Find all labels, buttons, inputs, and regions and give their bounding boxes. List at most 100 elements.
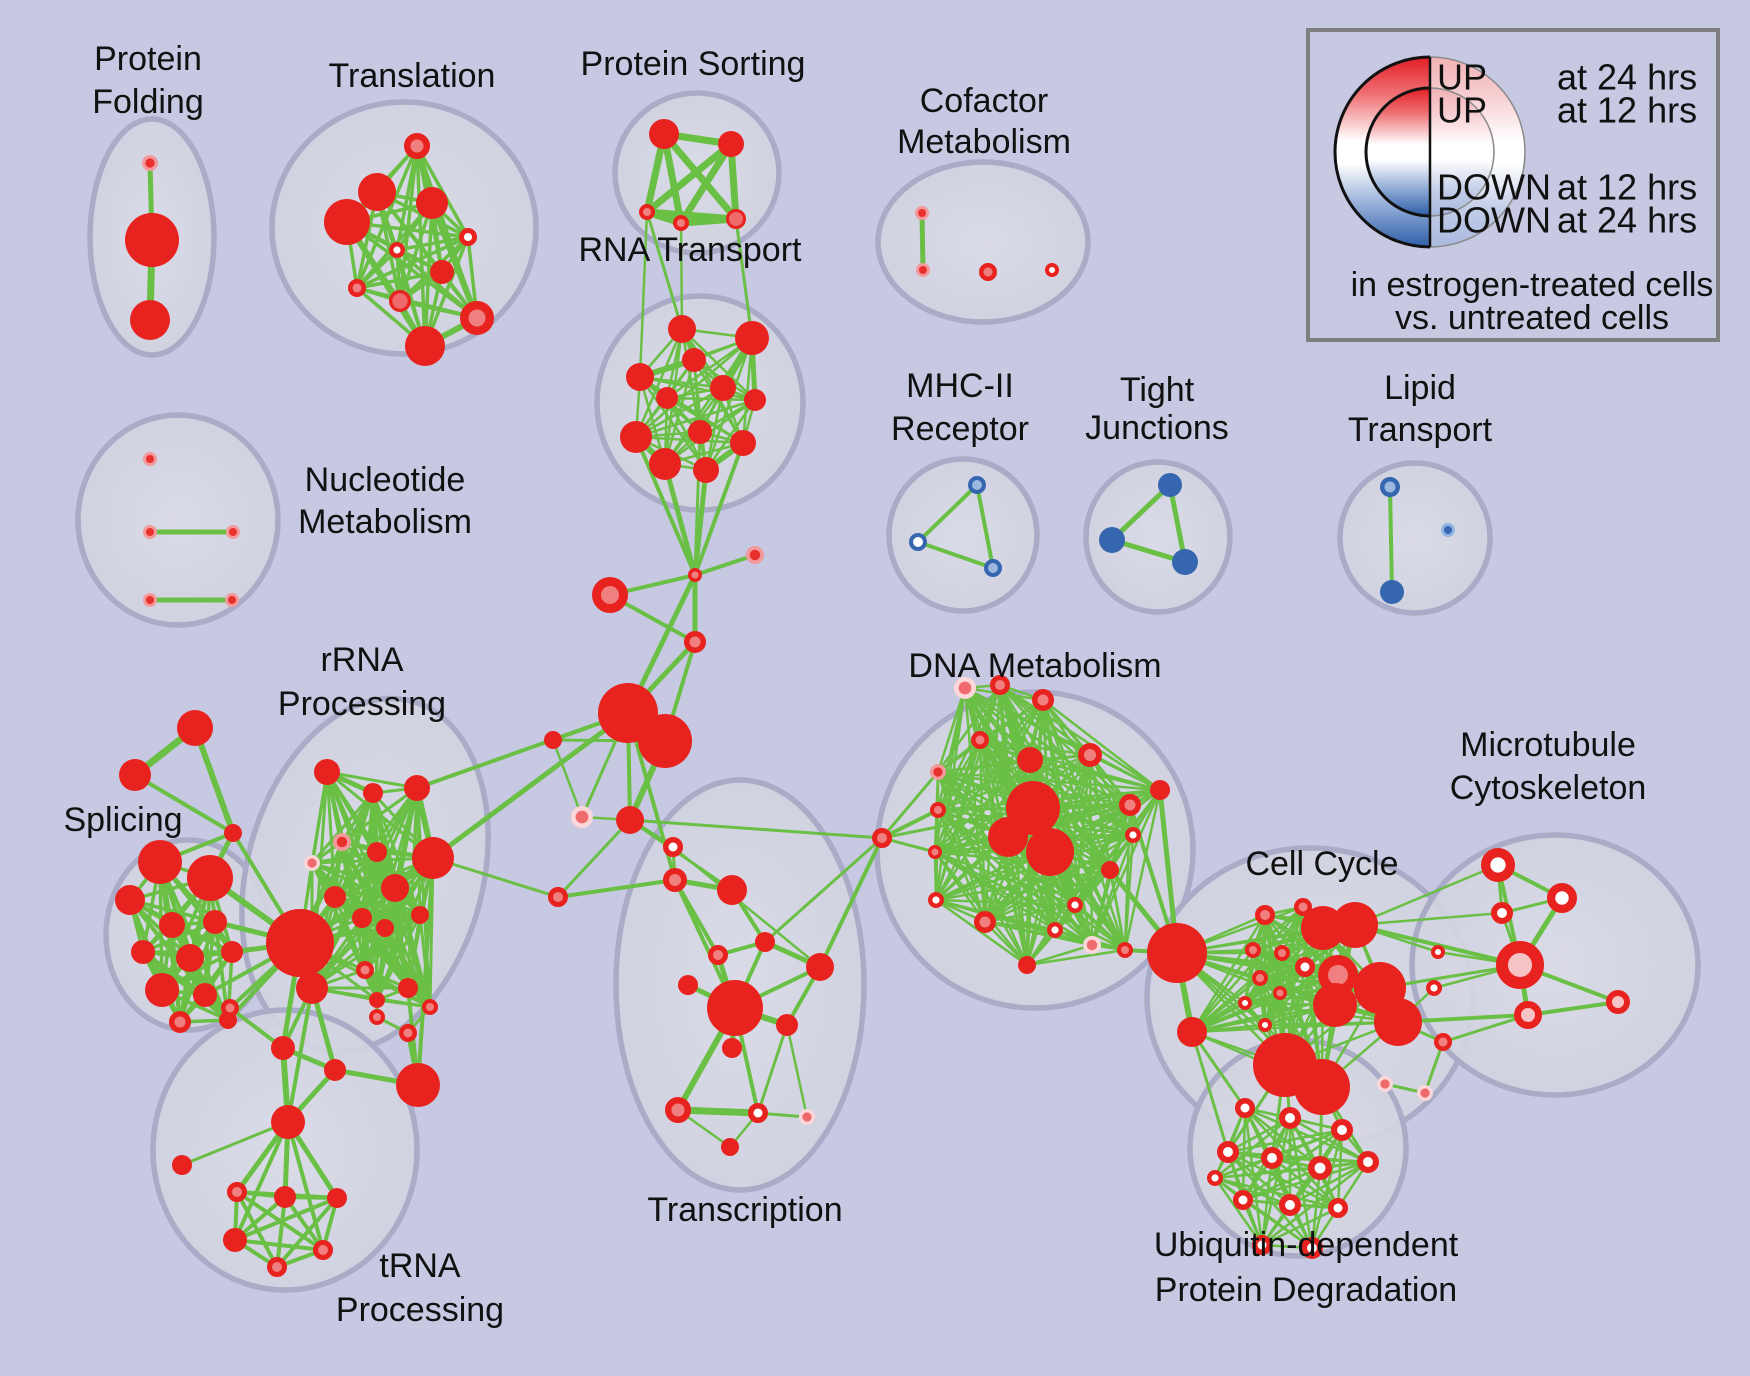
node-r6: [412, 837, 454, 879]
node-i2: [1255, 905, 1275, 925]
node-m10: [1417, 1085, 1434, 1102]
node-i7: [1252, 970, 1268, 986]
edge: [936, 770, 1162, 792]
node-cf3: [1045, 263, 1059, 277]
node-t10: [722, 1038, 742, 1058]
edge: [1241, 1166, 1322, 1202]
legend-box: [1306, 28, 1720, 342]
legend-entry-0-label: UP: [1437, 57, 1487, 98]
node-mh2: [984, 559, 1003, 578]
node-t3: [717, 875, 747, 905]
node-e5: [638, 714, 692, 768]
node-a1: [125, 213, 179, 267]
node-b9: [460, 301, 494, 335]
node-tr6: [313, 1240, 333, 1260]
edge: [662, 461, 698, 578]
cluster-label-trna-processing-line1: Processing: [336, 1291, 504, 1329]
node-t6: [806, 953, 834, 981]
edge: [665, 336, 754, 400]
node-i16: [1374, 998, 1422, 1046]
edge: [1025, 948, 1127, 967]
edge: [934, 898, 1029, 967]
edge: [383, 926, 410, 990]
node-r9: [352, 908, 372, 928]
node-r2: [363, 783, 383, 803]
node-r10: [381, 874, 409, 902]
edge: [1167, 482, 1188, 565]
edge: [933, 850, 1029, 967]
node-r15: [369, 992, 385, 1008]
node-tr5: [223, 1228, 247, 1252]
node-s6: [159, 912, 185, 938]
cluster-label-cofactor-metabolism-line0: Cofactor: [920, 82, 1049, 120]
node-lp1: [1380, 580, 1404, 604]
cluster-label-protein-folding-line0: Protein: [94, 40, 202, 78]
node-g3: [396, 1063, 440, 1107]
node-u8: [1279, 1194, 1302, 1217]
node-s1: [119, 759, 151, 791]
node-b6: [430, 260, 454, 284]
node-s7: [203, 910, 227, 934]
node-cf0: [915, 206, 929, 220]
edge: [936, 686, 967, 774]
node-a0: [141, 154, 158, 171]
edge: [1241, 1160, 1370, 1202]
edge: [310, 913, 422, 990]
node-b10: [405, 326, 445, 366]
edge: [785, 1023, 809, 1119]
legend-ring-inner-strong: [1364, 86, 1430, 218]
edge: [1109, 482, 1173, 543]
node-tr2: [227, 1182, 247, 1202]
edge: [1270, 1156, 1340, 1210]
edge: [141, 920, 217, 954]
cluster-label-microtubule-cytoskeleton-line0: Microtubule: [1460, 726, 1636, 764]
edge: [1190, 948, 1255, 1034]
node-s3: [138, 840, 182, 884]
cluster-label-ubiquitin-degradation-line0: Ubiquitin-dependent: [1154, 1226, 1459, 1264]
edge: [1123, 788, 1162, 952]
node-s12: [193, 983, 217, 1007]
node-s8: [131, 940, 155, 964]
cluster-label-transcription-line0: Transcription: [647, 1191, 842, 1229]
node-n0: [143, 452, 157, 466]
node-i10: [1258, 1018, 1272, 1032]
cluster-label-mhc-ii-receptor-line1: Receptor: [891, 410, 1029, 448]
cluster-label-dna-metabolism-line0: DNA Metabolism: [908, 647, 1161, 685]
cluster-label-mhc-ii-receptor-line0: MHC-II: [906, 367, 1014, 405]
cluster-labels: Protein Folding Translation Protein Sorting…: [63, 40, 1646, 1329]
node-s10: [221, 941, 243, 963]
node-e3: [684, 631, 706, 653]
node-t8: [707, 980, 763, 1036]
node-r16: [422, 999, 438, 1015]
edge: [233, 1196, 339, 1242]
node-r0: [266, 909, 334, 977]
edge: [192, 725, 236, 836]
cluster-nucleotide-metabolism-region: [75, 412, 281, 628]
node-hb0: [872, 828, 892, 848]
cluster-label-nucleotide-metabolism-line0: Nucleotide: [305, 461, 466, 499]
edge: [679, 221, 684, 331]
edge: [431, 856, 560, 899]
node-s11: [145, 973, 179, 1007]
node-u9: [1328, 1198, 1348, 1218]
node-h4: [1078, 743, 1102, 767]
edge: [1226, 1116, 1292, 1154]
cluster-label-rrna-processing-line0: rRNA: [320, 641, 403, 679]
edge: [818, 836, 884, 969]
node-tr1: [172, 1155, 192, 1175]
node-e0: [688, 568, 702, 582]
node-g1: [271, 1036, 295, 1060]
node-h0: [953, 676, 976, 699]
edge: [704, 398, 757, 472]
edge: [1025, 943, 1094, 967]
edge: [763, 836, 884, 944]
legend-entry-3-time: at 24 hrs: [1557, 200, 1697, 241]
edge: [978, 738, 1162, 792]
edge: [660, 130, 740, 223]
edge: [1213, 1176, 1314, 1250]
node-d11: [693, 457, 719, 483]
node-u10: [1252, 1235, 1272, 1255]
node-h2: [1032, 689, 1054, 711]
node-d1: [735, 321, 769, 355]
